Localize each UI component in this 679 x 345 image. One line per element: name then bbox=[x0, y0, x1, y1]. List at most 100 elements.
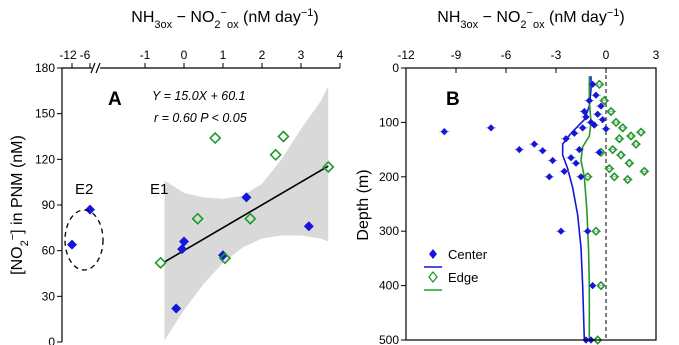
axes-a: 0 30 60 90 120 150 180 -1 0 1 2 3 4 -12 -6 bbox=[35, 48, 344, 345]
legend-marker-center bbox=[429, 249, 437, 259]
data-point-center-13 bbox=[487, 124, 495, 132]
axes-b: -12 -9 -6 -3 0 3 0 100 200 300 400 500 bbox=[379, 48, 660, 345]
data-point-center-5 bbox=[594, 110, 602, 118]
x-tick-label-a: 3 bbox=[298, 48, 305, 62]
data-point-a-1-5 bbox=[269, 148, 282, 161]
data-point-center-16 bbox=[530, 140, 538, 148]
data-point-center-23 bbox=[572, 159, 580, 167]
regression-stats: r = 0.60 P < 0.05 bbox=[154, 111, 247, 125]
points-b bbox=[439, 79, 650, 345]
x-tick-label-a: 0 bbox=[181, 48, 188, 62]
data-point-a-0-4 bbox=[241, 192, 252, 203]
data-point-center-0 bbox=[589, 80, 597, 88]
data-point-center-15 bbox=[562, 135, 570, 143]
data-point-edge-20 bbox=[592, 335, 603, 345]
data-point-a-0-1 bbox=[177, 244, 188, 255]
data-point-center-11 bbox=[602, 125, 610, 133]
data-point-center-4 bbox=[580, 107, 588, 116]
group-label-e1: E1 bbox=[150, 181, 168, 198]
x-break-tick-label-a: -6 bbox=[80, 48, 91, 62]
x-tick-label-b: -3 bbox=[551, 48, 562, 62]
y-tick-label-a: 120 bbox=[35, 152, 55, 166]
legend-label-edge: Edge bbox=[448, 270, 478, 285]
data-point-edge-0 bbox=[594, 79, 605, 90]
x-tick-label-b: -12 bbox=[397, 48, 415, 62]
data-point-center-20 bbox=[595, 148, 603, 156]
data-point-center-19 bbox=[575, 146, 583, 154]
data-point-center-22 bbox=[549, 156, 557, 165]
data-point-center-21 bbox=[567, 154, 575, 162]
data-point-center-9 bbox=[590, 121, 598, 129]
data-point-edge-8 bbox=[631, 139, 641, 149]
x-break-tick-label-a: -12 bbox=[59, 48, 77, 62]
data-point-center-24 bbox=[560, 167, 568, 175]
y-axis-title-b: Depth (m) bbox=[355, 169, 372, 240]
data-point-a-2-1 bbox=[85, 204, 95, 215]
data-point-a-1-1 bbox=[191, 212, 204, 225]
data-point-edge-9 bbox=[607, 144, 618, 155]
data-point-center-18 bbox=[539, 147, 547, 155]
data-point-a-1-7 bbox=[322, 160, 335, 174]
e2-group-ellipse bbox=[64, 209, 104, 271]
regression-line bbox=[164, 165, 329, 263]
fit-curve-edge bbox=[580, 76, 592, 340]
data-point-edge-13 bbox=[604, 163, 615, 174]
data-point-edge-2 bbox=[606, 106, 616, 117]
y-tick-label-b: 100 bbox=[379, 115, 399, 129]
y-tick-label-a: 60 bbox=[42, 244, 56, 258]
data-point-center-25 bbox=[545, 173, 553, 181]
regression-equation: Y = 15.0X + 60.1 bbox=[152, 89, 246, 103]
group-label-e2: E2 bbox=[75, 181, 93, 198]
y-tick-label-a: 90 bbox=[42, 198, 56, 212]
y-tick-label-a: 0 bbox=[48, 335, 55, 345]
y-tick-label-a: 30 bbox=[42, 289, 56, 303]
points-a bbox=[67, 130, 335, 314]
data-point-center-28 bbox=[584, 227, 592, 235]
data-point-edge-4 bbox=[617, 123, 628, 133]
data-point-edge-15 bbox=[582, 172, 593, 182]
data-point-center-27 bbox=[557, 227, 565, 235]
data-point-center-3 bbox=[597, 102, 605, 110]
y-tick-label-b: 200 bbox=[379, 170, 399, 184]
data-point-edge-19 bbox=[596, 280, 606, 291]
x-tick-label-a: 4 bbox=[337, 48, 344, 62]
panel-label-a: A bbox=[108, 89, 122, 110]
data-point-edge-3 bbox=[611, 117, 621, 128]
data-point-center-26 bbox=[577, 173, 585, 181]
panel-a: 0 30 60 90 120 150 180 -1 0 1 2 3 4 -12 -6 NH3ox − NO2… bbox=[7, 7, 344, 345]
axis-break-mark bbox=[90, 62, 96, 74]
data-point-a-1-3 bbox=[218, 252, 232, 265]
data-point-edge-6 bbox=[626, 131, 636, 141]
data-point-edge-12 bbox=[624, 158, 635, 168]
y-tick-label-b: 500 bbox=[379, 333, 399, 345]
data-point-edge-1 bbox=[599, 95, 610, 106]
data-point-a-1-0 bbox=[154, 256, 167, 269]
x-tick-label-b: -9 bbox=[451, 48, 462, 62]
x-tick-label-a: -1 bbox=[140, 48, 151, 62]
data-point-a-1-6 bbox=[277, 130, 290, 143]
data-point-center-29 bbox=[589, 282, 597, 290]
data-point-center-7 bbox=[599, 116, 607, 124]
data-point-a-1-4 bbox=[244, 212, 257, 225]
x-tick-label-a: 1 bbox=[220, 48, 227, 62]
y-tick-label-b: 0 bbox=[392, 61, 399, 75]
y-axis-title-a: [NO2−] in PNM (nM) bbox=[7, 135, 31, 275]
data-point-edge-14 bbox=[639, 166, 650, 177]
data-point-a-0-0 bbox=[171, 303, 182, 314]
data-point-edge-7 bbox=[614, 133, 625, 144]
data-point-center-6 bbox=[582, 113, 590, 121]
data-point-center-17 bbox=[515, 146, 523, 154]
x-tick-label-b: 0 bbox=[603, 48, 610, 62]
y-tick-label-a: 150 bbox=[35, 107, 55, 121]
data-point-a-0-2 bbox=[179, 236, 189, 247]
legend-label-center: Center bbox=[448, 247, 488, 262]
x-tick-label-b: 3 bbox=[653, 48, 660, 62]
x-tick-label-b: -6 bbox=[501, 48, 512, 62]
data-point-center-14 bbox=[570, 129, 578, 137]
data-point-a-1-2 bbox=[209, 131, 222, 145]
data-point-a-0-5 bbox=[303, 221, 314, 232]
data-point-edge-5 bbox=[636, 127, 646, 137]
x-axis-title-a: NH3ox − NO2−ox (nM day−1) bbox=[131, 7, 318, 31]
y-tick-label-b: 300 bbox=[379, 224, 399, 238]
